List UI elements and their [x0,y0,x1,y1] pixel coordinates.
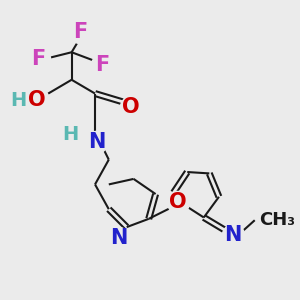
Text: O: O [122,97,140,117]
Text: H: H [62,125,78,144]
Text: N: N [224,225,242,245]
Text: F: F [95,55,109,75]
Text: CH₃: CH₃ [259,211,295,229]
Text: N: N [88,132,105,152]
Text: O: O [169,192,186,212]
Text: H: H [10,91,26,110]
Text: F: F [73,22,87,42]
Text: N: N [110,228,127,248]
Text: F: F [32,49,46,69]
Text: O: O [28,90,46,110]
